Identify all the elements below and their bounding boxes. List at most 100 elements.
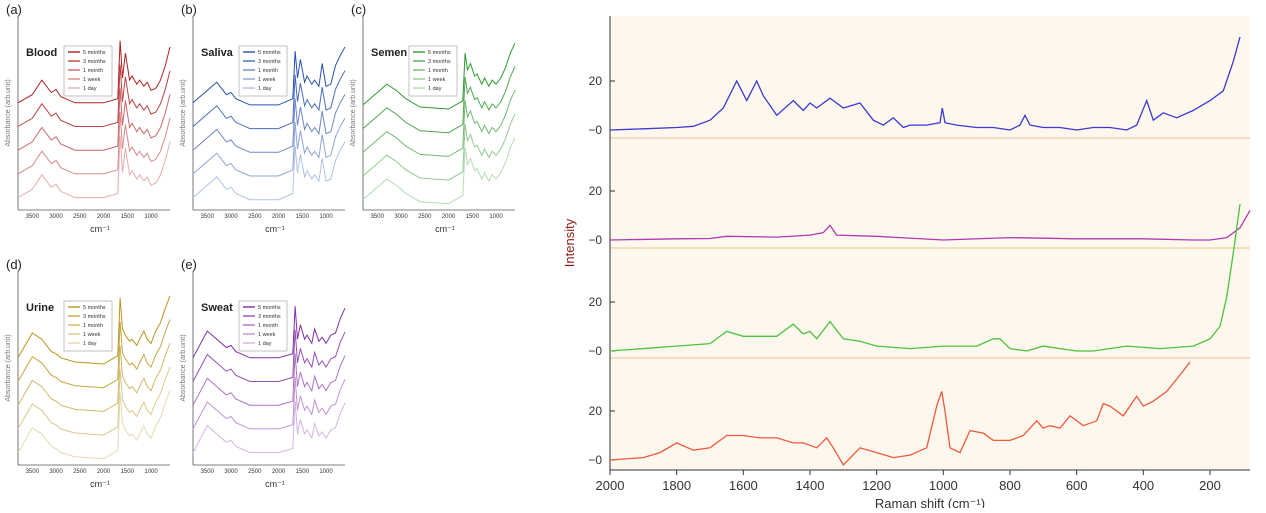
y-tick-label: 20 [589, 404, 603, 418]
legend-label: 1 day [258, 86, 272, 92]
x-tick-label: 1000 [144, 469, 158, 475]
panel-d: (d) Absorbance (arb.unit) 3500 3000 2500 2000… [0, 255, 175, 495]
series-line [17, 366, 171, 436]
panel-letter: (b) [181, 2, 197, 17]
panel-b: (b) Absorbance (arb.unit) 3500 3000 2500 2000… [175, 0, 350, 240]
y-axis-label: Absorbance (arb.unit) [5, 79, 12, 146]
series-line [17, 111, 171, 175]
legend-label: 5 months [83, 305, 106, 311]
x-tick-label: 3000 [224, 214, 238, 220]
x-tick-label: 2000 [272, 469, 286, 475]
series-line [192, 306, 346, 359]
panel-c-chart: (c) Absorbance (arb.unit) 3500 3000 2500 2000… [350, 2, 516, 234]
x-tick-label: 2000 [97, 214, 111, 220]
x-tick-label: 3500 [371, 214, 385, 220]
panel-a: (a) Absorbance (arb.unit) 3500 3000 2500 2000… [0, 0, 175, 240]
sample-title: Saliva [201, 47, 234, 59]
series-line [17, 319, 171, 389]
raman-trace [609, 210, 1251, 241]
series-line [192, 94, 346, 153]
legend-label: 1 day [83, 341, 97, 347]
sample-title: Semen [371, 47, 407, 59]
series-line [192, 329, 346, 382]
legend-label: 3 months [83, 314, 106, 320]
legend-label: 1 day [428, 86, 442, 92]
series-line [192, 353, 346, 406]
legend-label: 1 week [428, 77, 446, 83]
series-line [362, 137, 516, 205]
series-line [362, 42, 516, 110]
x-tick-label: 3000 [49, 214, 63, 220]
legend-label: 3 months [258, 59, 281, 65]
series-line [362, 113, 516, 181]
y-tick-label: −0 [588, 123, 602, 137]
x-tick-label: 2000 [596, 478, 625, 493]
x-tick-label: 3500 [26, 214, 40, 220]
legend-label: 3 months [428, 59, 451, 65]
raman-chart: 20 −0 20 −0 20 −0 20 −0 2000 1800 1600 1400 1200 1000… [562, 16, 1251, 511]
legend-label: 5 months [83, 50, 106, 56]
panel-d-chart: (d) Absorbance (arb.unit) 3500 3000 2500 2000… [5, 257, 171, 489]
legend-label: 1 month [258, 323, 278, 329]
panel-letter: (c) [351, 2, 366, 17]
legend-label: 1 month [428, 68, 448, 74]
series-line [362, 89, 516, 157]
y-tick-label: −0 [588, 453, 602, 467]
legend-label: 5 months [258, 50, 281, 56]
x-tick-label: 1000 [319, 469, 333, 475]
legend-label: 1 month [83, 68, 103, 74]
legend-label: 5 months [428, 50, 451, 56]
sample-title: Urine [26, 302, 54, 314]
x-tick-label: 2500 [248, 214, 262, 220]
x-axis-label: cm⁻¹ [435, 224, 455, 234]
x-tick-label: 600 [1066, 478, 1088, 493]
y-axis-label: Absorbance (arb.unit) [180, 334, 187, 401]
raman-trace [609, 361, 1191, 466]
x-axis-label: cm⁻¹ [265, 479, 285, 489]
x-axis-label: cm⁻¹ [90, 224, 110, 234]
panel-letter: (d) [6, 257, 22, 272]
x-axis-label: cm⁻¹ [90, 479, 110, 489]
x-tick-label: 1600 [729, 478, 758, 493]
panel-e-chart: (e) Absorbance (arb.unit) 3500 3000 2500 2000… [180, 257, 346, 489]
legend-label: 1 day [83, 86, 97, 92]
x-tick-label: 3000 [49, 469, 63, 475]
x-tick-label: 1400 [796, 478, 825, 493]
legend-label: 1 week [258, 332, 276, 338]
x-tick-label: 1200 [862, 478, 891, 493]
x-tick-label: 1000 [929, 478, 958, 493]
x-axis-label: Raman shift (cm⁻¹) [875, 496, 985, 508]
raman-chart-container: 20 −0 20 −0 20 −0 20 −0 2000 1800 1600 1400 1200 1000… [550, 8, 1260, 513]
panel-letter: (a) [6, 2, 22, 17]
panel-e: (e) Absorbance (arb.unit) 3500 3000 2500 2000… [175, 255, 350, 495]
raman-trace [609, 36, 1241, 131]
x-tick-label: 1000 [144, 214, 158, 220]
legend-label: 5 months [258, 305, 281, 311]
x-tick-label: 2500 [418, 214, 432, 220]
x-tick-label: 1800 [662, 478, 691, 493]
series-line [192, 400, 346, 454]
series-line [17, 88, 171, 151]
panel-b-chart: (b) Absorbance (arb.unit) 3500 3000 2500 2000… [180, 2, 346, 234]
x-tick-label: 2500 [73, 469, 87, 475]
sample-title: Blood [26, 47, 57, 59]
y-tick-label: 20 [589, 295, 603, 309]
series-line [192, 70, 346, 130]
x-tick-label: 3500 [201, 214, 215, 220]
legend-label: 1 week [83, 77, 101, 83]
legend-label: 1 day [258, 341, 272, 347]
x-tick-label: 1500 [466, 214, 480, 220]
y-tick-label: 20 [589, 184, 603, 198]
series-line [192, 377, 346, 430]
sample-title: Sweat [201, 302, 233, 314]
x-tick-label: 2500 [73, 214, 87, 220]
series-line [17, 390, 171, 460]
legend-label: 3 months [258, 314, 281, 320]
raman-trace [609, 203, 1241, 352]
x-tick-label: 1500 [121, 469, 135, 475]
y-axis-label: Absorbance (arb.unit) [180, 79, 187, 146]
panel-letter: (e) [181, 257, 197, 272]
y-tick-label: −0 [588, 233, 602, 247]
y-tick-label: 20 [589, 74, 603, 88]
x-tick-label: 3000 [394, 214, 408, 220]
